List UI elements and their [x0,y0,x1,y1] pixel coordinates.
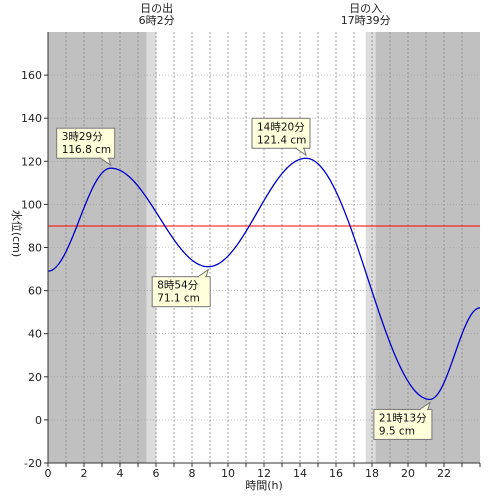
night-band-evening [375,32,480,463]
y-tick-label: 60 [28,285,42,298]
x-tick-label: 12 [257,467,271,480]
annotation-time: 3時29分 [62,131,104,143]
annotation-value: 9.5 cm [379,425,415,437]
sunset-time: 17時39分 [341,14,391,27]
y-tick-label: 40 [28,328,42,341]
axes: 0 2 4 6 8 10 12 14 16 18 20 22-20020406080100120140… [21,32,481,480]
x-tick-label: 8 [189,467,196,480]
y-tick-label: 140 [21,112,42,125]
night-band-morning [48,32,147,463]
x-tick-label: 10 [221,467,235,480]
annotation-value: 121.4 cm [257,134,306,146]
annotation-time: 8時54分 [157,280,199,292]
x-tick-label: 2 [81,467,88,480]
annotation-box [373,408,433,440]
tide-level-line [47,157,481,401]
annotation-box [151,276,211,308]
y-tick-label: 80 [28,242,42,255]
x-tick-label: 0 [45,467,52,480]
y-tick-label: 20 [28,371,42,384]
x-tick-label: 6 [153,467,160,480]
sunset-title: 日の入 [349,2,382,15]
sunrise-label: 日の出 6時2分 [139,1,175,27]
twilight-band-evening [365,32,376,463]
annotation-box [56,127,116,159]
annotation-value: 116.8 cm [62,144,111,156]
y-axis-label: 水位(cm) [10,210,24,257]
x-tick-label: 16 [329,467,343,480]
x-tick-label: 18 [365,467,379,480]
twilight-band-morning [146,32,157,463]
annotation-time: 21時13分 [379,412,427,424]
annotation-time: 14時20分 [257,121,305,133]
y-tick-label: 120 [21,155,42,168]
x-tick-label: 20 [401,467,415,480]
x-tick-label: 22 [437,467,451,480]
y-tick-label: 100 [21,198,42,211]
sunset-label: 日の入 17時39分 [341,2,391,27]
x-tick-label: 4 [117,467,124,480]
y-tick-label: 160 [21,69,42,82]
y-tick-label: -20 [24,457,42,470]
sunrise-title: 日の出 [140,1,173,15]
grid [48,32,480,463]
annotation-box [251,117,311,149]
annotation-value: 71.1 cm [157,293,200,305]
x-axis-label: 時間(h) [245,479,283,492]
y-tick-label: 0 [35,414,42,427]
series-layer [47,157,481,401]
x-tick-label: 14 [293,467,307,480]
sunrise-time: 6時2分 [139,14,175,27]
day-night-shading [48,32,480,463]
